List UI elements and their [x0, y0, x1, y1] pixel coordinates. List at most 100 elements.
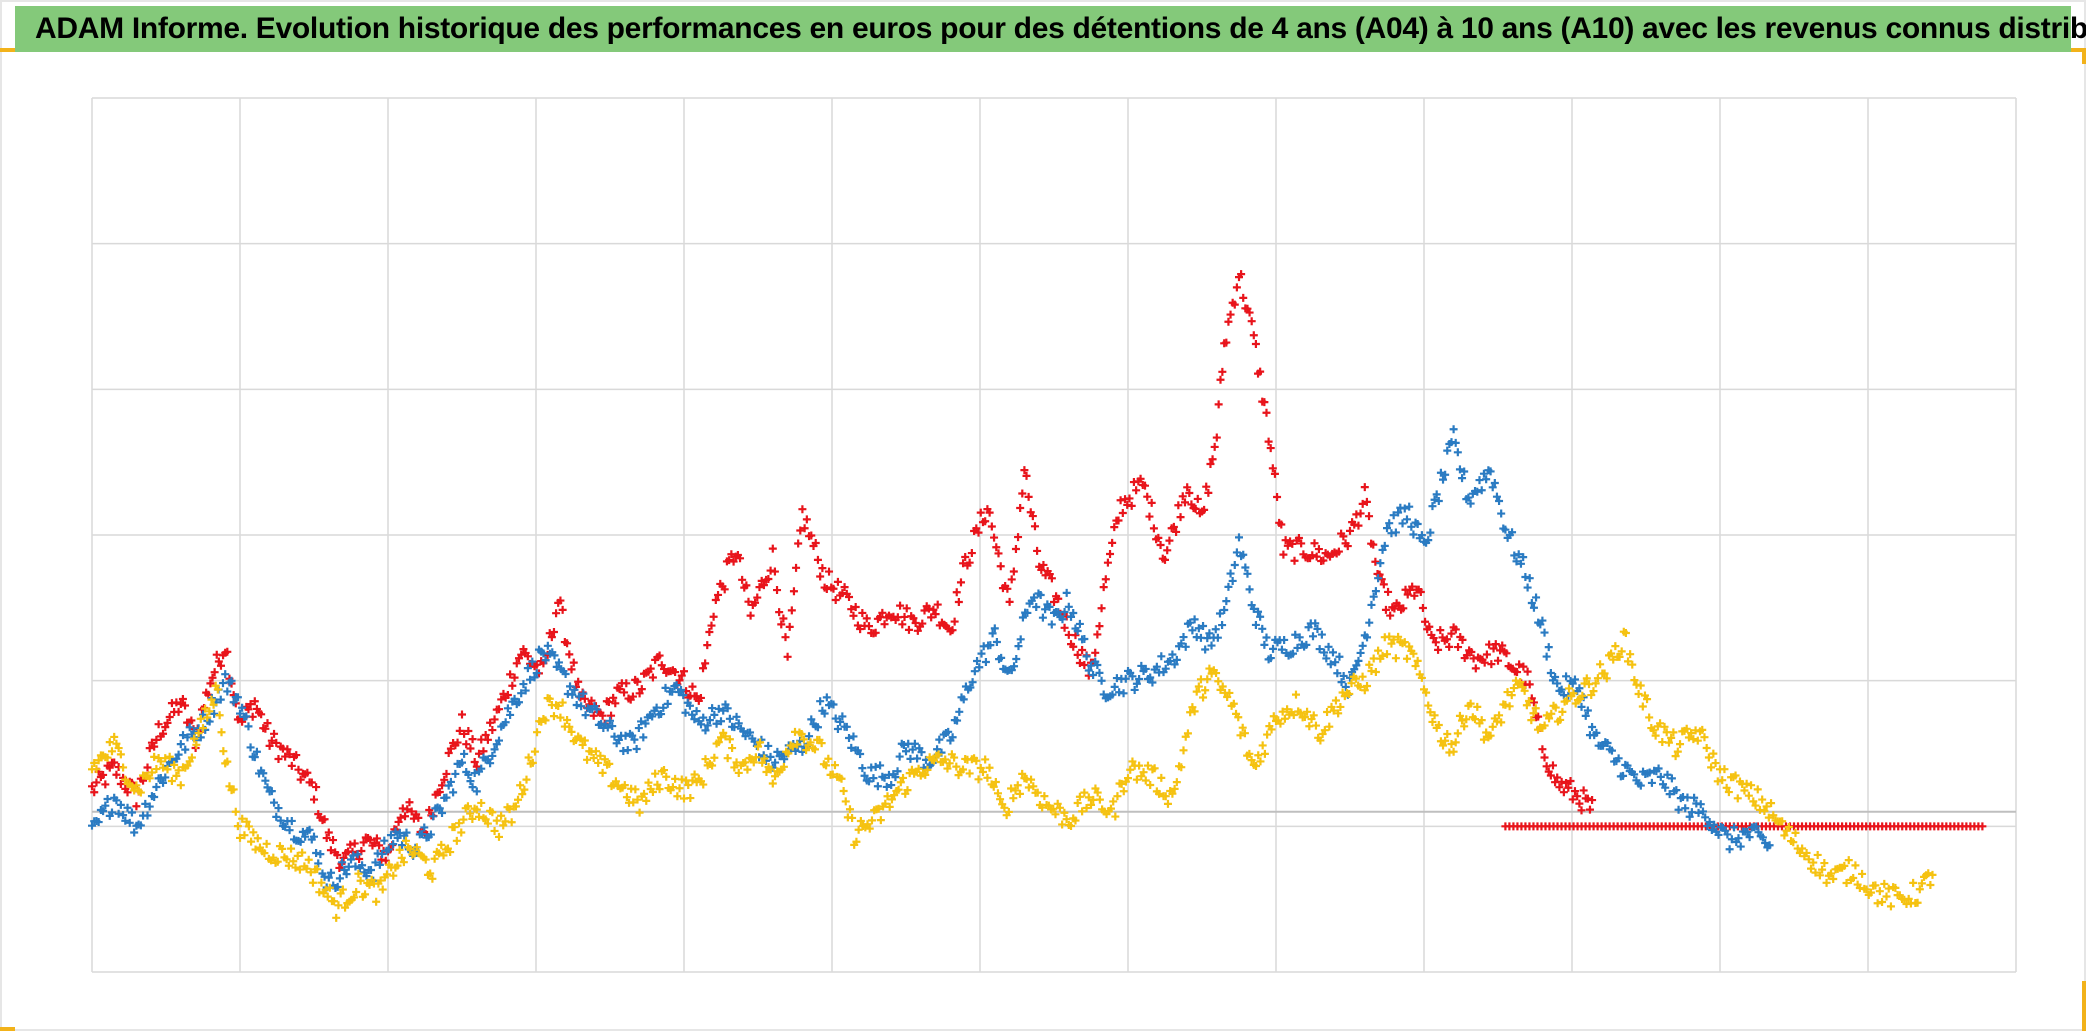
data-point	[1309, 711, 1318, 720]
data-point	[558, 698, 567, 707]
data-point	[466, 809, 475, 818]
data-point	[1069, 609, 1078, 618]
data-point	[391, 827, 400, 836]
data-point	[141, 799, 150, 808]
data-point	[1360, 686, 1369, 695]
data-point	[176, 781, 185, 790]
data-point	[1028, 512, 1037, 521]
data-point	[1363, 633, 1372, 642]
data-point	[1410, 591, 1419, 600]
data-point	[272, 812, 281, 821]
data-point	[492, 816, 501, 825]
data-point	[1464, 493, 1473, 502]
data-point	[1247, 756, 1256, 765]
data-point	[1358, 672, 1367, 681]
data-point	[1747, 781, 1756, 790]
data-point	[994, 549, 1003, 558]
data-point	[439, 851, 448, 860]
data-point	[684, 781, 693, 790]
data-point	[1600, 669, 1609, 678]
data-point	[1379, 580, 1388, 589]
data-point	[950, 753, 959, 762]
data-point	[1400, 638, 1409, 647]
data-point	[1267, 725, 1276, 734]
data-point	[312, 783, 321, 792]
data-point	[1510, 551, 1519, 560]
data-point	[475, 812, 484, 821]
data-point	[913, 626, 922, 635]
data-point	[1643, 695, 1652, 704]
data-point	[242, 817, 251, 826]
data-point	[240, 831, 249, 840]
data-point	[1371, 667, 1380, 676]
data-point	[1577, 806, 1586, 815]
data-point	[1645, 768, 1654, 777]
data-point	[190, 734, 199, 743]
data-point	[380, 836, 389, 845]
data-point	[284, 861, 293, 870]
data-point	[655, 785, 664, 794]
data-point	[464, 770, 473, 779]
data-point	[1000, 803, 1009, 812]
data-point	[238, 703, 247, 712]
data-point	[968, 678, 977, 687]
data-point	[1445, 642, 1454, 651]
data-point	[1443, 729, 1452, 738]
data-point	[807, 531, 816, 540]
data-point	[1045, 602, 1054, 611]
data-point	[580, 736, 589, 745]
data-point	[365, 880, 374, 889]
data-point	[701, 755, 710, 764]
data-point	[1331, 696, 1340, 705]
data-point	[608, 722, 617, 731]
data-point	[1611, 642, 1620, 651]
data-point	[1593, 674, 1602, 683]
data-point	[881, 799, 890, 808]
data-point	[159, 778, 168, 787]
data-point	[213, 685, 222, 694]
data-point	[1093, 630, 1102, 639]
data-point	[1585, 805, 1594, 814]
data-point	[641, 719, 650, 728]
data-point	[1320, 648, 1329, 657]
data-point	[1041, 605, 1050, 614]
data-point	[1235, 533, 1243, 542]
data-point	[420, 823, 429, 832]
data-point	[1479, 469, 1488, 478]
data-point	[1443, 446, 1452, 455]
data-point	[728, 744, 737, 753]
data-point	[934, 750, 943, 759]
data-point	[303, 768, 312, 777]
data-point	[1811, 868, 1820, 877]
data-point	[1525, 574, 1534, 583]
data-point	[1324, 642, 1333, 651]
data-point	[1842, 878, 1851, 887]
data-point	[127, 808, 136, 817]
data-point	[779, 762, 788, 771]
data-point	[679, 691, 688, 700]
data-point	[1237, 270, 1246, 279]
data-point	[512, 659, 521, 668]
data-point	[1317, 630, 1326, 639]
data-point	[545, 694, 554, 703]
data-point	[1400, 504, 1409, 513]
corner-accent-bottom-left	[0, 1027, 15, 1031]
data-point	[519, 680, 528, 689]
data-point	[1139, 768, 1148, 777]
data-point	[1477, 486, 1486, 495]
data-point	[1114, 516, 1123, 525]
data-point	[172, 771, 181, 780]
data-point	[788, 742, 797, 751]
data-point	[1136, 474, 1145, 483]
data-point	[366, 835, 375, 844]
data-point	[902, 604, 911, 613]
data-point	[1701, 813, 1710, 822]
data-point	[346, 840, 355, 849]
data-point	[896, 601, 905, 610]
data-point	[112, 739, 121, 748]
data-point	[845, 593, 854, 602]
data-point	[1700, 733, 1709, 742]
data-point	[975, 663, 984, 672]
data-point	[229, 785, 238, 794]
data-point	[112, 796, 121, 805]
